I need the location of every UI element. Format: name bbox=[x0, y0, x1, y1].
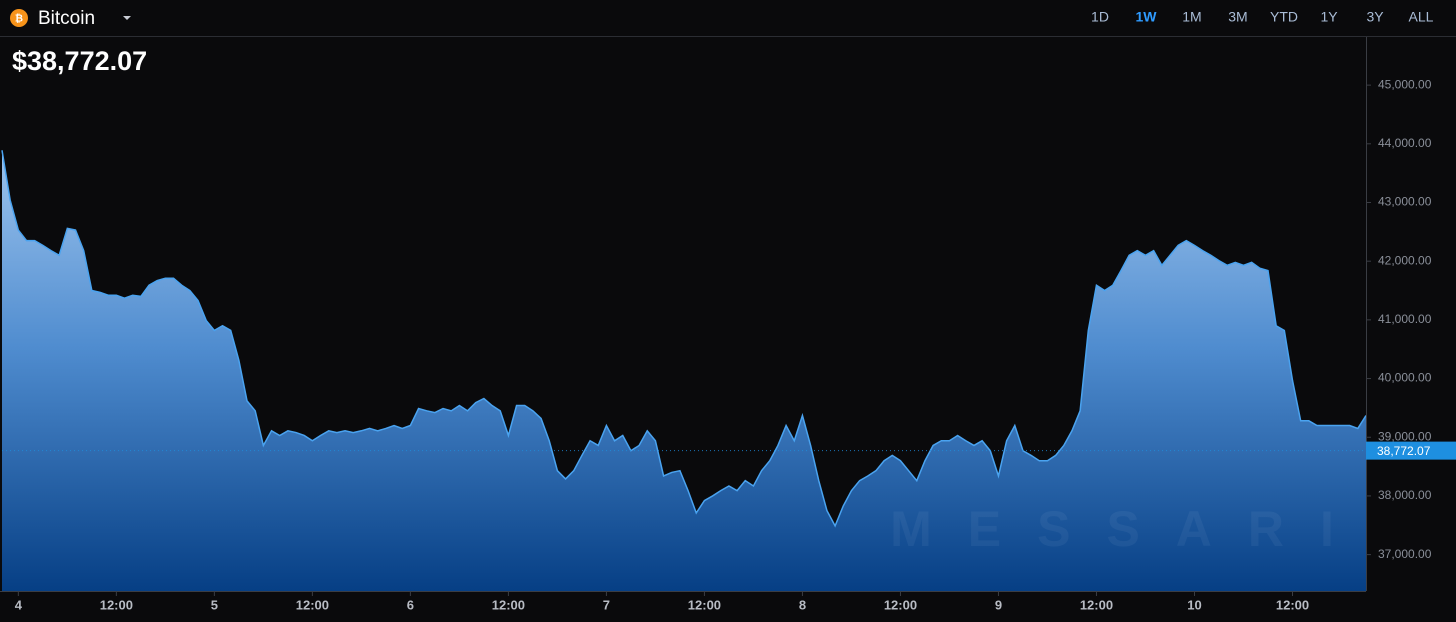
x-tick-label: 12:00 bbox=[688, 597, 721, 612]
range-button[interactable]: ALL bbox=[1409, 9, 1434, 25]
current-price: $38,772.07 bbox=[12, 46, 147, 76]
last-price-badge bbox=[1366, 441, 1456, 460]
range-button[interactable]: 1D bbox=[1091, 9, 1109, 25]
range-button[interactable]: 1M bbox=[1182, 9, 1201, 25]
x-tick-label: 12:00 bbox=[1276, 597, 1309, 612]
x-tick-label: 5 bbox=[211, 597, 218, 612]
x-tick-label: 12:00 bbox=[1080, 597, 1113, 612]
x-tick-label: 6 bbox=[407, 597, 414, 612]
last-price-label: 38,772.07 bbox=[1377, 444, 1431, 458]
y-tick-label: 44,000.00 bbox=[1378, 136, 1432, 150]
range-button[interactable]: 1Y bbox=[1320, 9, 1338, 25]
x-tick-label: 12:00 bbox=[100, 597, 133, 612]
range-button[interactable]: 3M bbox=[1228, 9, 1247, 25]
asset-title[interactable]: Bitcoin bbox=[38, 8, 95, 29]
x-tick-label: 12:00 bbox=[296, 597, 329, 612]
y-tick-label: 41,000.00 bbox=[1378, 312, 1432, 326]
y-tick-label: 38,000.00 bbox=[1378, 488, 1432, 502]
range-selector: 1D 1W 1M 3M YTD 1Y 3Y ALL bbox=[1091, 9, 1434, 25]
plot-area: MESSARI 37,000.00 38,000.00 39,000.00 40,000… bbox=[0, 37, 1456, 612]
range-button[interactable]: YTD bbox=[1270, 9, 1298, 25]
x-tick-label: 8 bbox=[799, 597, 806, 612]
y-tick-label: 45,000.00 bbox=[1378, 77, 1432, 91]
x-tick-label: 10 bbox=[1187, 597, 1201, 612]
x-tick-label: 12:00 bbox=[492, 597, 525, 612]
x-tick-label: 12:00 bbox=[884, 597, 917, 612]
coin-icon bbox=[10, 9, 28, 27]
x-tick-label: 9 bbox=[995, 597, 1002, 612]
range-button[interactable]: 3Y bbox=[1366, 9, 1384, 25]
y-tick-label: 43,000.00 bbox=[1378, 195, 1432, 209]
watermark: MESSARI bbox=[890, 501, 1370, 557]
x-tick-label: 4 bbox=[15, 597, 23, 612]
y-tick-label: 40,000.00 bbox=[1378, 371, 1432, 385]
y-tick-label: 37,000.00 bbox=[1378, 547, 1432, 561]
asset-dropdown[interactable] bbox=[123, 16, 131, 20]
range-button[interactable]: 1W bbox=[1136, 9, 1158, 25]
x-tick-label: 7 bbox=[603, 597, 610, 612]
y-tick-label: 39,000.00 bbox=[1378, 429, 1432, 443]
price-line bbox=[1, 150, 1367, 528]
price-area bbox=[2, 150, 1366, 591]
coin-icon-glyph: ₿ bbox=[15, 13, 23, 25]
y-tick-label: 42,000.00 bbox=[1378, 253, 1432, 267]
